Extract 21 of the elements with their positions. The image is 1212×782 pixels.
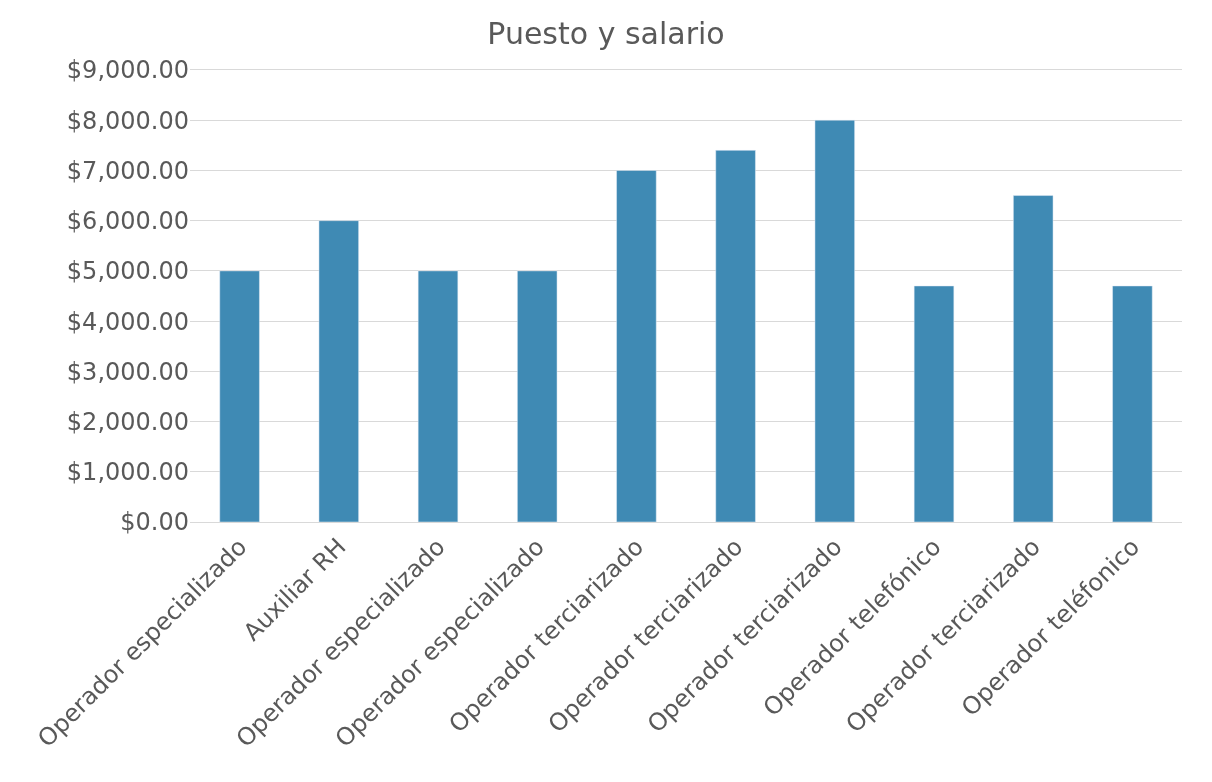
bar <box>715 150 756 522</box>
y-tick-label: $8,000.00 <box>66 106 189 135</box>
bar <box>1112 285 1153 522</box>
bar <box>417 270 459 522</box>
bar <box>814 119 855 522</box>
y-tick-label: $0.00 <box>120 508 189 537</box>
y-tick-label: $2,000.00 <box>66 407 189 436</box>
bar <box>913 285 955 522</box>
y-tick-label: $1,000.00 <box>66 458 189 487</box>
bar <box>1013 195 1054 522</box>
y-tick-label: $3,000.00 <box>66 357 189 386</box>
bar <box>318 220 359 522</box>
y-tick-label: $5,000.00 <box>66 257 189 286</box>
y-tick-label: $6,000.00 <box>66 207 189 236</box>
y-tick-label: $9,000.00 <box>66 56 189 85</box>
chart-title: Puesto y salario <box>487 16 725 52</box>
y-tick-label: $4,000.00 <box>66 307 189 336</box>
bar <box>616 170 657 522</box>
bar <box>219 270 260 522</box>
y-tick-label: $7,000.00 <box>66 156 189 185</box>
bar <box>517 270 558 522</box>
